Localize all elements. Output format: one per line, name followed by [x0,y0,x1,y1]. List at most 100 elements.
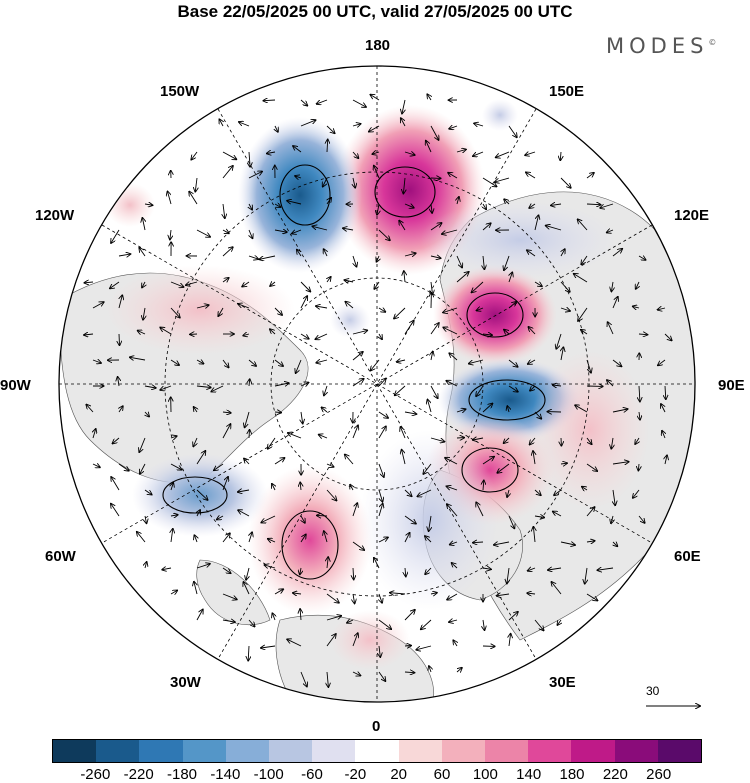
wind-arrow [324,385,327,395]
wind-arrow [530,437,536,445]
wind-arrow [274,412,281,413]
wind-arrow [110,281,120,288]
wind-arrow [170,229,171,240]
wind-arrow [508,515,514,528]
wind-arrow [345,455,354,465]
wind-arrow [372,152,380,154]
wind-arrow [214,463,224,470]
wind-arrow [430,323,439,335]
wind-arrow [245,411,250,427]
wind-arrow [534,411,541,419]
wind-arrow [197,510,200,517]
wind-arrow [446,381,458,387]
wind-arrow [442,229,458,234]
colorbar-segment [528,740,572,762]
wind-arrow [534,215,539,231]
wind-arrow [378,229,390,240]
wind-arrow [144,489,152,495]
wind-arrow [249,229,253,238]
wind-arrow [274,383,289,386]
wind-arrow [293,593,302,594]
wind-arrow [222,278,229,282]
wind-arrow [217,516,224,520]
wind-arrow [145,562,147,569]
wind-arrow [84,334,94,335]
wind-arrow [223,203,225,218]
wind-arrow [160,328,172,335]
wind-arrow [473,542,484,543]
wind-arrow [378,489,383,502]
wind-arrow [170,463,182,470]
wind-arrow [144,204,153,205]
wind-arrow [477,308,484,311]
brand-name: MODES [606,34,709,58]
lon-label-150e: 150E [549,83,585,100]
wind-arrow [421,619,432,629]
wind-arrow [416,645,432,650]
wind-arrow [196,610,203,621]
wind-arrow [322,407,328,412]
copyright-mark: © [708,38,717,47]
wind-arrow [300,383,309,387]
wind-arrow [560,308,570,311]
wind-arrow [352,151,358,158]
wind-arrow [483,619,485,630]
wind-arrow [86,405,94,413]
wind-arrow [326,125,335,133]
wind-arrow [636,281,639,289]
wind-arrow [170,307,180,318]
wind-arrow [665,455,667,465]
wind-arrow [452,563,458,569]
wind-arrow [575,405,588,413]
wind-arrow [142,218,145,231]
wind-arrow [137,532,146,543]
colorbar-segment [269,740,313,762]
wind-arrow [495,177,510,182]
wind-arrow [658,308,666,310]
wind-arrow [238,490,250,492]
wind-arrow [261,646,276,648]
wind-arrow [527,250,536,257]
wind-arrow [222,247,233,257]
wind-arrow [119,333,120,345]
lon-label-90w: 90W [0,377,31,394]
wind-arrow [379,333,382,339]
wind-arrow [397,360,406,362]
wind-arrow [390,593,406,594]
wind-arrow [445,458,458,465]
wind-arrow [118,254,130,256]
wind-arrow [585,567,587,584]
wind-arrow [193,437,197,446]
wind-arrow [350,485,353,491]
wind-arrow [639,411,640,420]
wind-arrow [274,458,285,465]
wind-arrow [404,515,416,524]
wind-arrow [447,486,458,491]
wind-arrow [497,463,510,473]
wind-arrow [211,385,224,392]
wind-arrow [378,426,386,439]
wind-arrow [144,386,156,388]
graticule [59,66,695,702]
wind-arrow [403,177,405,194]
wind-arrow [263,100,276,101]
wind-arrow [508,125,517,137]
wind-arrow [586,541,595,542]
wind-arrow [472,281,484,292]
wind-arrow [238,304,250,309]
wind-arrow [404,253,416,256]
wind-arrow [222,412,231,413]
wind-arrow [378,504,383,517]
colorbar [52,739,702,763]
wind-arrow [296,359,302,373]
wind-arrow [612,249,622,257]
colorbar-segment [139,740,183,762]
wind-arrow [194,582,197,595]
anomaly-shading [105,99,650,670]
wind-arrow [534,489,541,495]
wind-arrow [352,425,358,439]
wind-arrow [239,122,250,127]
wind-arrow [191,151,198,160]
wind-arrow [612,297,618,309]
wind-arrow [249,203,252,210]
